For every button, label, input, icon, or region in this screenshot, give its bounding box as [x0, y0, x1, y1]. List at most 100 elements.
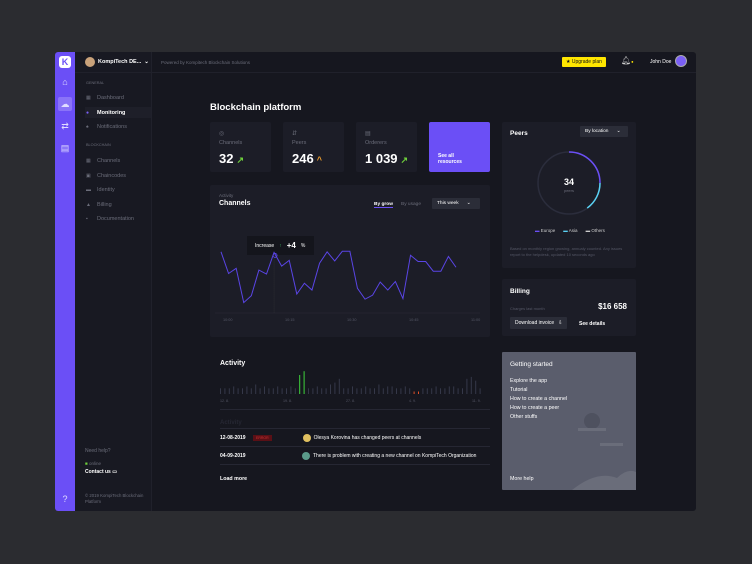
chevron-down-icon: ⌄: [466, 201, 471, 206]
label: Billing: [97, 201, 112, 208]
sidebar-item-identity[interactable]: ▬ Identity: [85, 184, 151, 195]
network-icon[interactable]: ⇄: [61, 121, 69, 131]
see-all-label: See all resources: [438, 153, 462, 165]
doc-icon: ▪: [86, 215, 88, 222]
activity-bar: [268, 388, 270, 394]
activity-bar: [369, 388, 371, 394]
link-explore[interactable]: Explore the app: [510, 378, 548, 384]
row-date: 12-08-2019: [220, 434, 246, 441]
activity-bar: [475, 380, 477, 394]
activity-bar: [374, 388, 375, 394]
org-name: KompiTech DE...: [98, 59, 142, 65]
circle-icon: ●: [86, 109, 90, 116]
filter-value: By location: [585, 129, 609, 134]
peers-count: 34: [563, 177, 574, 187]
user-name[interactable]: John Doe: [650, 59, 672, 65]
chevron-down-icon: ⌄: [616, 129, 621, 134]
stat-channels[interactable]: ◎ Channels 32 ↗: [210, 122, 271, 172]
activity-row[interactable]: 12-08-2019 ERROR Olesya Korovina has chang…: [220, 428, 490, 446]
stat-peers[interactable]: ⇵ Peers 246 ^: [283, 122, 344, 172]
page-title: Blockchain platform: [210, 102, 302, 113]
stat-value: 246: [292, 151, 314, 166]
download-invoice-button[interactable]: Download invoice ⇩: [510, 317, 568, 329]
activity-bar: [347, 388, 349, 394]
sidebar-item-documentation[interactable]: ▪ Documentation: [85, 213, 151, 224]
legend-others: ▬ Others: [585, 228, 605, 233]
activity-bar: [352, 386, 353, 394]
sidebar-item-monitoring[interactable]: ● Monitoring: [85, 107, 151, 118]
home-icon[interactable]: ⌂: [62, 77, 68, 87]
donut-asia: [586, 182, 601, 209]
stat-orderers[interactable]: ▤ Orderers 1 039 ↗: [356, 122, 417, 172]
link-create-channel[interactable]: How to create a channel: [510, 396, 568, 402]
activity-bar: [277, 386, 279, 394]
channels-icon: ◎: [219, 131, 225, 137]
activity-row[interactable]: 04-09-2019 There is problem with creating…: [220, 446, 490, 464]
printer-icon[interactable]: ▤: [60, 143, 70, 153]
cloud-upload-icon[interactable]: ☁: [58, 97, 72, 111]
label: Notifications: [97, 123, 127, 130]
activity-bar: [418, 391, 419, 394]
sidebar-item-dashboard[interactable]: ▦ Dashboard: [85, 92, 151, 103]
more-help-link[interactable]: More help: [510, 476, 534, 482]
activity-bar: [479, 388, 481, 394]
status-dot: ■: [85, 461, 88, 466]
help-icon[interactable]: ?: [62, 494, 68, 504]
sidebar-item-chaincodes[interactable]: ▣ Chaincodes: [85, 170, 151, 181]
chat-icon: ▭: [112, 469, 117, 475]
activity-bar: [444, 388, 446, 394]
section-general: GENERAL: [86, 81, 105, 85]
activity-bar: [391, 386, 393, 394]
tab-by-grow[interactable]: By grow: [374, 202, 393, 208]
activity-bar: [264, 386, 265, 394]
x-tick-label: 4. 9.: [409, 399, 416, 403]
avatar: [302, 433, 311, 442]
channels-series-line: [220, 250, 457, 304]
divider: [220, 464, 490, 465]
online-label: online: [88, 461, 101, 466]
card-title: Peers: [510, 130, 528, 137]
activity-bar: [435, 386, 437, 394]
activity-bar: [462, 388, 463, 394]
see-all-resources-button[interactable]: See all resources: [429, 122, 490, 172]
period-select[interactable]: This week ⌄: [432, 198, 480, 209]
activity-bar: [360, 388, 362, 394]
id-icon: ▬: [86, 186, 91, 193]
trend-up-icon: ↗: [236, 155, 245, 165]
activity-bar: [303, 371, 305, 394]
help-label: Need help?: [85, 448, 111, 454]
activity-bar: [400, 388, 402, 394]
location-select[interactable]: By location ⌄: [580, 126, 628, 137]
tab-by-usage[interactable]: By usage: [401, 202, 422, 207]
activity-bar: [365, 386, 367, 394]
see-details-link[interactable]: See details: [579, 321, 606, 327]
activity-bar: [233, 386, 235, 394]
link-tutorial[interactable]: Tutorial: [510, 387, 528, 393]
sidebar-item-notifications[interactable]: ♠ Notifications: [85, 121, 151, 132]
sidebar-item-channels[interactable]: ▦ Channels: [85, 155, 151, 166]
error-badge: ERROR: [253, 434, 272, 441]
link-create-peer[interactable]: How to create a peer: [510, 405, 560, 411]
activity-bar: [246, 386, 248, 394]
tooltip-label: Increase: [255, 242, 275, 249]
user-avatar[interactable]: [675, 55, 687, 67]
code-icon: ▣: [86, 172, 91, 179]
org-switcher[interactable]: KompiTech DE... ⌄: [85, 57, 149, 67]
contact-us-link[interactable]: Contact us ▭: [85, 469, 117, 475]
arrow-up-icon: ↑: [279, 242, 282, 249]
stat-label: Orderers: [365, 140, 387, 146]
activity-bar: [431, 388, 433, 394]
activity-bar: [382, 388, 384, 394]
link-other[interactable]: Other stuffs: [510, 414, 538, 420]
sidebar-item-billing[interactable]: ▲ Billing: [85, 199, 151, 210]
tooltip-unit: %: [300, 242, 306, 249]
logo-icon[interactable]: K: [59, 56, 71, 68]
load-more-button[interactable]: Load more: [220, 476, 248, 482]
upgrade-plan-button[interactable]: ★ Upgrade plan: [562, 57, 606, 67]
org-avatar: [85, 57, 95, 67]
activity-bar: [237, 388, 239, 394]
notification-bell-icon[interactable]: 🔔︎●: [621, 56, 634, 65]
stat-value: 32: [219, 151, 234, 166]
bell-icon: ♠: [86, 123, 89, 130]
stat-label: Peers: [292, 140, 307, 146]
